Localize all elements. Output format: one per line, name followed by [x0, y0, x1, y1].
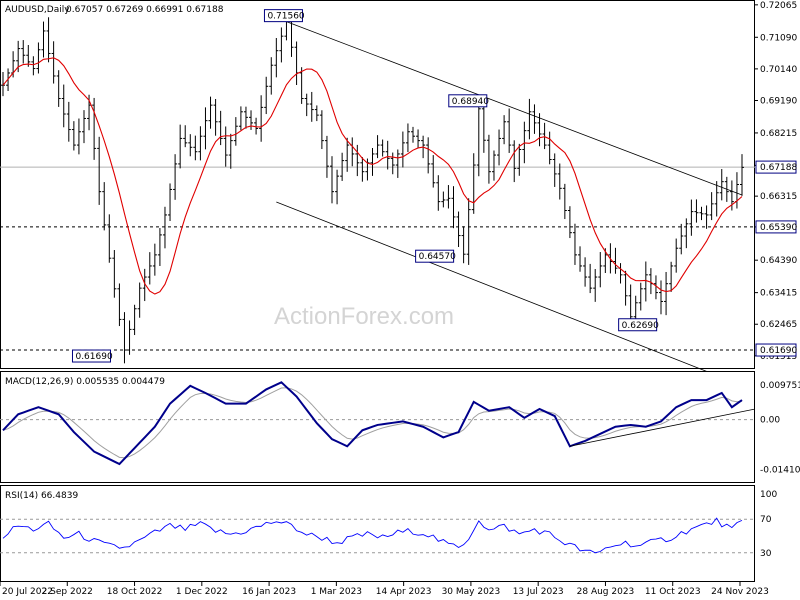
horizontal-levels	[0, 166, 755, 554]
moving-average	[2, 57, 743, 295]
rsi-y-tick-label: 30	[760, 549, 772, 559]
key-point-label: 0.68940	[452, 97, 489, 107]
price-channel	[276, 21, 743, 372]
macd-y-tick-label: -0.014107	[760, 466, 800, 476]
x-tick-label: 1 Dec 2022	[176, 587, 228, 597]
y-tick-label: 0.72065	[760, 1, 797, 11]
level-price-box	[755, 343, 797, 357]
y-tick-label: 0.69190	[760, 96, 797, 106]
channel-upper-line	[286, 21, 743, 196]
y-tick-label: 0.71090	[760, 33, 797, 43]
y-tick-label: 0.66315	[760, 192, 797, 202]
x-tick-label: 16 Jan 2023	[242, 587, 296, 597]
x-tick-label: 13 Jul 2023	[513, 587, 564, 597]
key-point-box	[448, 94, 488, 108]
x-tick-label: 2 Sep 2022	[42, 587, 93, 597]
macd-signal-line	[2, 387, 743, 459]
price-panel-frame	[0, 0, 755, 369]
rsi-y-tick-label: 100	[760, 490, 777, 500]
key-point-box	[415, 249, 455, 263]
level-price-label: 0.61690	[760, 346, 797, 356]
key-point-label: 0.61690	[75, 352, 112, 362]
ohlc-values: 0.67057 0.67269 0.66991 0.67188	[66, 5, 224, 15]
macd-lines	[2, 381, 755, 466]
x-tick-label: 18 Oct 2022	[107, 587, 163, 597]
x-tick-label: 24 Nov 2023	[711, 587, 769, 597]
x-tick-label: 20 Jul 2022	[2, 587, 53, 597]
y-tick-label: 0.62465	[760, 320, 797, 330]
macd-y-tick-label: 0.00	[760, 416, 780, 426]
macd-y-tick-label: 0.009751	[760, 381, 800, 391]
watermark: ActionForex.com	[274, 303, 454, 330]
y-tick-label: 0.63415	[760, 289, 797, 299]
x-tick-label: 28 Aug 2023	[577, 587, 635, 597]
price-labels: 0.67188 0.65390 0.61690 0.71560 0.61690 0.645…	[71, 9, 797, 363]
level-price-label: 0.65390	[760, 223, 797, 233]
y-axis-ticks: 0.720650.710900.701400.691900.682150.672…	[754, 1, 800, 559]
y-tick-label: 0.68215	[760, 129, 797, 139]
key-point-box	[263, 9, 303, 23]
level-price-box	[755, 160, 797, 174]
x-tick-label: 14 Apr 2023	[376, 587, 432, 597]
key-point-label: 0.71560	[267, 12, 304, 22]
level-price-label: 0.67188	[760, 163, 797, 173]
x-tick-label: 1 Mar 2023	[311, 587, 362, 597]
macd-line	[2, 381, 743, 466]
key-point-box	[71, 349, 111, 363]
key-point-box	[618, 318, 658, 332]
rsi-panel-frame	[0, 485, 755, 582]
rsi-line	[2, 517, 743, 554]
x-tick-label: 11 Oct 2023	[645, 587, 701, 597]
rsi-title: RSI(14) 66.4839	[5, 491, 78, 501]
channel-lower-line	[276, 201, 707, 372]
macd-panel-frame	[0, 371, 755, 483]
key-point-label: 0.62690	[622, 321, 659, 331]
ma-line	[2, 57, 743, 295]
x-tick-label: 30 May 2023	[442, 587, 501, 597]
y-tick-label: 0.70140	[760, 65, 797, 75]
key-point-label: 0.64570	[419, 252, 456, 262]
level-price-box	[755, 220, 797, 234]
y-tick-label: 0.61515	[760, 352, 797, 362]
rsi-y-tick-label: 70	[760, 515, 772, 525]
y-tick-label: 0.64390	[760, 256, 797, 266]
symbol-label: AUDUSD,Daily	[5, 5, 70, 15]
rsi-lines	[2, 517, 743, 554]
macd-trendline	[569, 408, 755, 447]
macd-title: MACD(12,26,9) 0.005535 0.004479	[5, 377, 165, 387]
